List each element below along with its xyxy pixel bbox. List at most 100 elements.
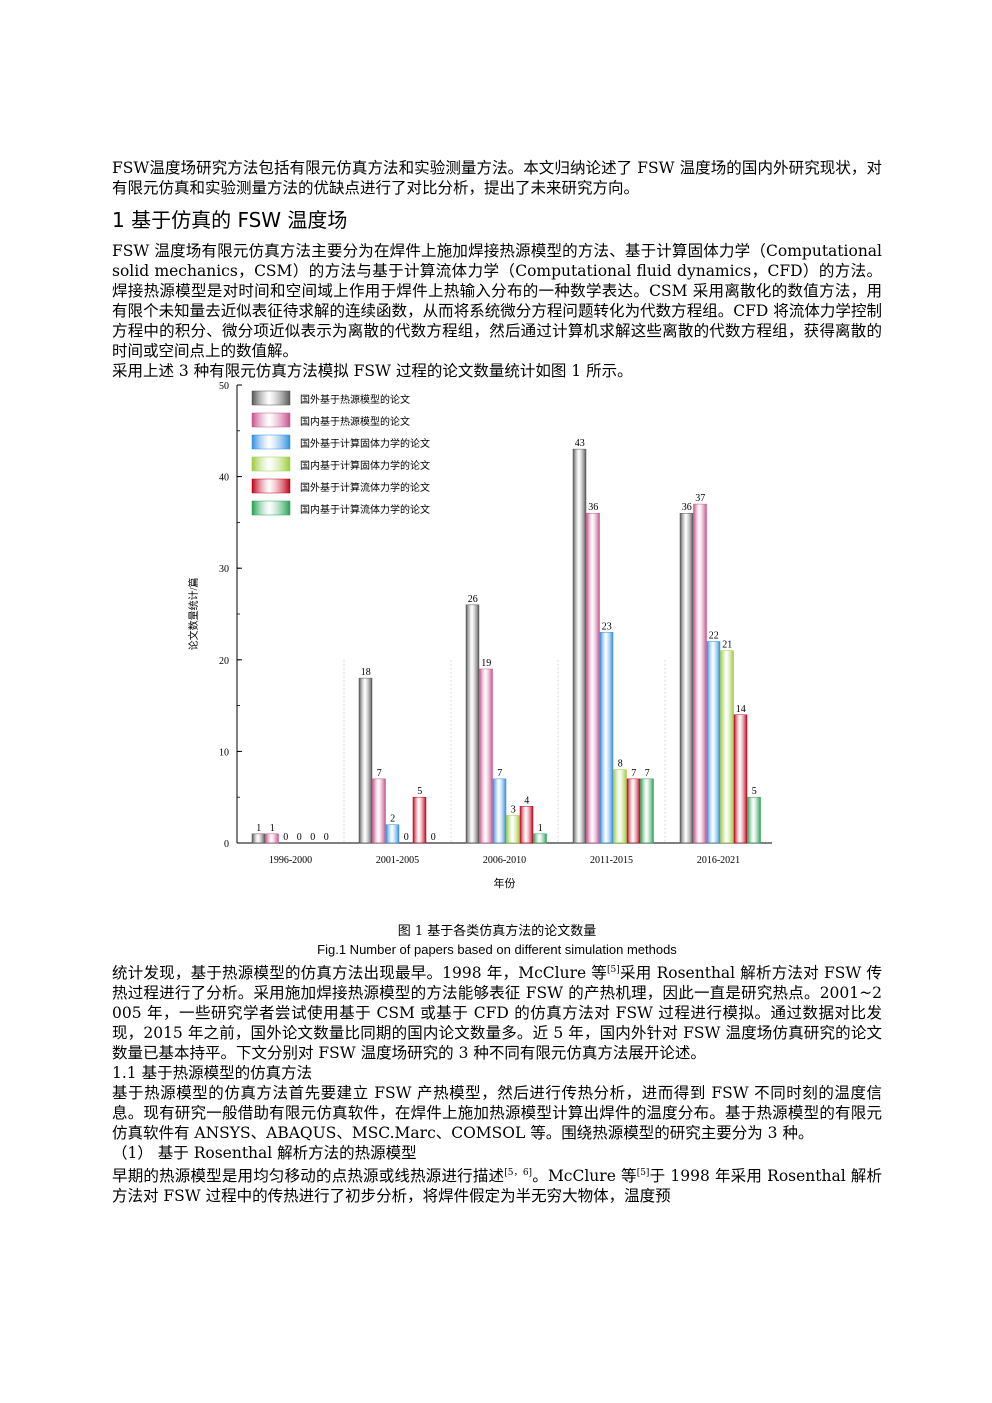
bar-value-label: 0 xyxy=(404,832,409,843)
bar-value-label: 21 xyxy=(722,640,732,651)
bar xyxy=(533,833,547,844)
bar-value-label: 26 xyxy=(468,594,478,605)
y-tick-label: 0 xyxy=(224,839,229,850)
sub1-text-a: 早期的热源模型是用均匀移动的点热源或线热源进行描述 xyxy=(112,1167,505,1185)
bar xyxy=(733,714,748,844)
bar-value-label: 43 xyxy=(575,438,585,449)
bar-value-label: 1 xyxy=(538,823,543,834)
bar-value-label: 5 xyxy=(417,786,422,797)
bar-value-label: 23 xyxy=(602,621,612,632)
bar-value-label: 7 xyxy=(497,768,502,779)
bar xyxy=(465,604,480,844)
legend-swatch xyxy=(251,500,291,516)
bar-value-label: 7 xyxy=(377,768,382,779)
intro-paragraph: FSW温度场研究方法包括有限元仿真方法和实验测量方法。本文归纳论述了 FSW 温… xyxy=(112,159,882,197)
bar-value-label: 8 xyxy=(618,759,623,770)
bar xyxy=(706,641,721,844)
citation-ref: [5] xyxy=(636,1168,650,1178)
bar-value-label: 0 xyxy=(310,832,315,843)
bar-value-label: 2 xyxy=(390,814,395,825)
legend-label: 国外基于热源模型的论文 xyxy=(300,393,410,406)
bar-value-label: 0 xyxy=(283,832,288,843)
bar xyxy=(385,824,400,844)
section-1-paragraph-1: FSW 温度场有限元仿真方法主要分为在焊件上施加焊接热源模型的方法、基于计算固体… xyxy=(112,242,882,360)
legend-swatch xyxy=(251,434,291,450)
bar xyxy=(519,806,534,844)
bar-value-label: 1 xyxy=(256,823,261,834)
x-axis-label: 年份 xyxy=(494,876,516,889)
x-tick-label: 1996-2000 xyxy=(269,855,312,866)
figure-caption-en: Fig.1 Number of papers based on differen… xyxy=(317,942,677,957)
citation-ref: [5，6] xyxy=(504,1168,533,1178)
bar-value-label: 0 xyxy=(297,832,302,843)
y-tick-label: 40 xyxy=(219,473,229,484)
legend-label: 国外基于计算固体力学的论文 xyxy=(300,437,430,450)
legend-label: 国内基于计算流体力学的论文 xyxy=(300,503,430,516)
x-tick-label: 2016-2021 xyxy=(697,855,740,866)
bar-value-label: 3 xyxy=(511,805,516,816)
bar xyxy=(747,796,761,844)
legend-swatch xyxy=(251,412,291,428)
subsection-1-paragraph: 早期的热源模型是用均匀移动的点热源或线热源进行描述[5，6]。McClure 等… xyxy=(112,1163,882,1206)
x-tick-label: 2001-2005 xyxy=(376,855,419,866)
bar xyxy=(492,778,507,844)
legend-label: 国外基于计算流体力学的论文 xyxy=(300,481,430,494)
legend-label: 国内基于计算固体力学的论文 xyxy=(300,459,430,472)
y-axis-label: 论文数量统计/篇 xyxy=(187,578,200,651)
bar-value-label: 37 xyxy=(695,493,705,504)
bar-value-label: 7 xyxy=(631,768,636,779)
bar-value-label: 0 xyxy=(324,832,329,843)
legend-swatch xyxy=(251,456,291,472)
document-page: FSW温度场研究方法包括有限元仿真方法和实验测量方法。本文归纳论述了 FSW 温… xyxy=(112,158,882,1206)
bar xyxy=(679,512,694,844)
section-1-1-heading: 1.1 基于热源模型的仿真方法 xyxy=(112,1064,313,1082)
y-tick-label: 30 xyxy=(219,564,229,575)
bar xyxy=(640,778,654,844)
bar xyxy=(693,503,707,844)
bar xyxy=(586,512,600,844)
legend-label: 国内基于热源模型的论文 xyxy=(300,415,410,428)
bar-value-label: 1 xyxy=(270,823,275,834)
bar xyxy=(358,677,373,844)
x-tick-label: 2011-2015 xyxy=(590,855,633,866)
figure-1: 0 10 20 30 40 50 论文数量统计/篇 1 1 0 0 0 0 1996-2000 18 7 2 0 5… xyxy=(112,381,882,923)
bar-value-label: 22 xyxy=(709,630,719,641)
bar-value-label: 18 xyxy=(361,667,371,678)
bar-value-label: 19 xyxy=(481,658,491,669)
bar xyxy=(506,815,520,844)
section-1-paragraph-2: 采用上述 3 种有限元仿真方法模拟 FSW 过程的论文数量统计如图 1 所示。 xyxy=(112,362,633,380)
bar xyxy=(265,833,279,844)
s1p3-text-b: 采用 Rosenthal 解析方法对 FSW 传热过程进行了分析。采用施加焊接热… xyxy=(112,964,882,1062)
bar xyxy=(626,778,641,844)
x-tick-label: 2006-2010 xyxy=(483,855,526,866)
bar xyxy=(572,448,587,844)
bar-value-label: 7 xyxy=(645,768,650,779)
bar xyxy=(251,833,266,844)
s1p3-text-a: 统计发现，基于热源模型的仿真方法出现最早。1998 年，McClure 等 xyxy=(112,964,608,982)
bar-value-label: 4 xyxy=(524,795,529,806)
section-1-paragraph-3: 统计发现，基于热源模型的仿真方法出现最早。1998 年，McClure 等[5]… xyxy=(112,960,882,1063)
bar-value-label: 14 xyxy=(736,704,746,715)
section-1-1-paragraph-1: 基于热源模型的仿真方法首先要建立 FSW 产热模型，然后进行传热分析，进而得到 … xyxy=(112,1084,882,1142)
figure-caption-cn: 图 1 基于各类仿真方法的论文数量 xyxy=(397,924,597,939)
y-tick-label: 20 xyxy=(219,656,229,667)
citation-ref: [5] xyxy=(607,965,620,975)
bar xyxy=(479,668,493,844)
sub1-text-c: 于 1998 年采用 Rosenthal 解析方法对 FSW 过程中的传热进行了… xyxy=(112,1167,882,1205)
bar xyxy=(412,796,427,844)
bar-value-label: 5 xyxy=(752,786,757,797)
bar xyxy=(372,778,386,844)
bar xyxy=(599,632,614,844)
sub1-text-b: 。McClure 等 xyxy=(532,1167,637,1185)
subsection-1-heading: （1） 基于 Rosenthal 解析方法的热源模型 xyxy=(112,1144,417,1162)
section-1-heading: 1 基于仿真的 FSW 温度场 xyxy=(112,208,348,232)
legend-swatch xyxy=(251,478,291,494)
y-tick-label: 10 xyxy=(219,747,229,758)
bar xyxy=(613,769,627,844)
legend-swatch xyxy=(251,390,291,406)
bar-value-label: 36 xyxy=(682,502,692,513)
bar-value-label: 36 xyxy=(588,502,598,513)
y-tick-label: 50 xyxy=(219,381,229,392)
bar-value-label: 0 xyxy=(431,832,436,843)
